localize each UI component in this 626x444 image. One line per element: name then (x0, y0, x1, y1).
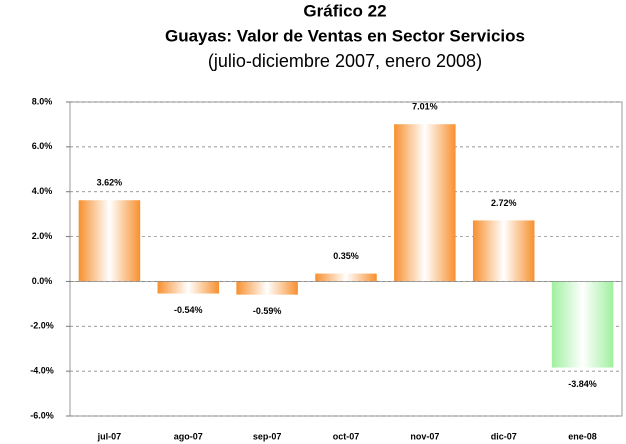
y-tick-label: 0.0% (32, 276, 53, 286)
x-tick-label: ene-08 (568, 431, 597, 441)
bar (315, 273, 377, 282)
chart-title: Gráfico 22 (303, 1, 386, 20)
value-label: -0.59% (253, 306, 282, 316)
value-label: 2.72% (491, 198, 517, 208)
bar (394, 124, 456, 282)
bar (236, 281, 298, 295)
y-tick-label: 2.0% (32, 231, 53, 241)
y-tick-label: 8.0% (32, 96, 53, 106)
y-tick-label: -4.0% (30, 366, 54, 376)
value-label: 3.62% (97, 178, 123, 188)
x-tick-label: oct-07 (333, 431, 360, 441)
x-tick-label: dic-07 (491, 431, 517, 441)
bar (551, 281, 614, 368)
value-label: -0.54% (174, 305, 203, 315)
value-label: 7.01% (412, 102, 438, 112)
value-label: 0.35% (333, 251, 359, 261)
value-label: -3.84% (568, 379, 597, 389)
bar (472, 220, 535, 282)
bar (157, 281, 220, 294)
x-tick-label: jul-07 (97, 431, 122, 441)
y-tick-label: 4.0% (32, 186, 53, 196)
y-tick-label: -6.0% (30, 410, 54, 420)
chart-subtitle: Guayas: Valor de Ventas en Sector Servic… (165, 26, 525, 45)
x-tick-label: ago-07 (174, 431, 203, 441)
chart-note: (julio-diciembre 2007, enero 2008) (208, 51, 482, 71)
x-tick-label: sep-07 (253, 431, 282, 441)
y-tick-label: -2.0% (30, 321, 54, 331)
y-tick-label: 6.0% (32, 141, 53, 151)
bar (78, 200, 141, 282)
x-tick-label: nov-07 (410, 431, 439, 441)
